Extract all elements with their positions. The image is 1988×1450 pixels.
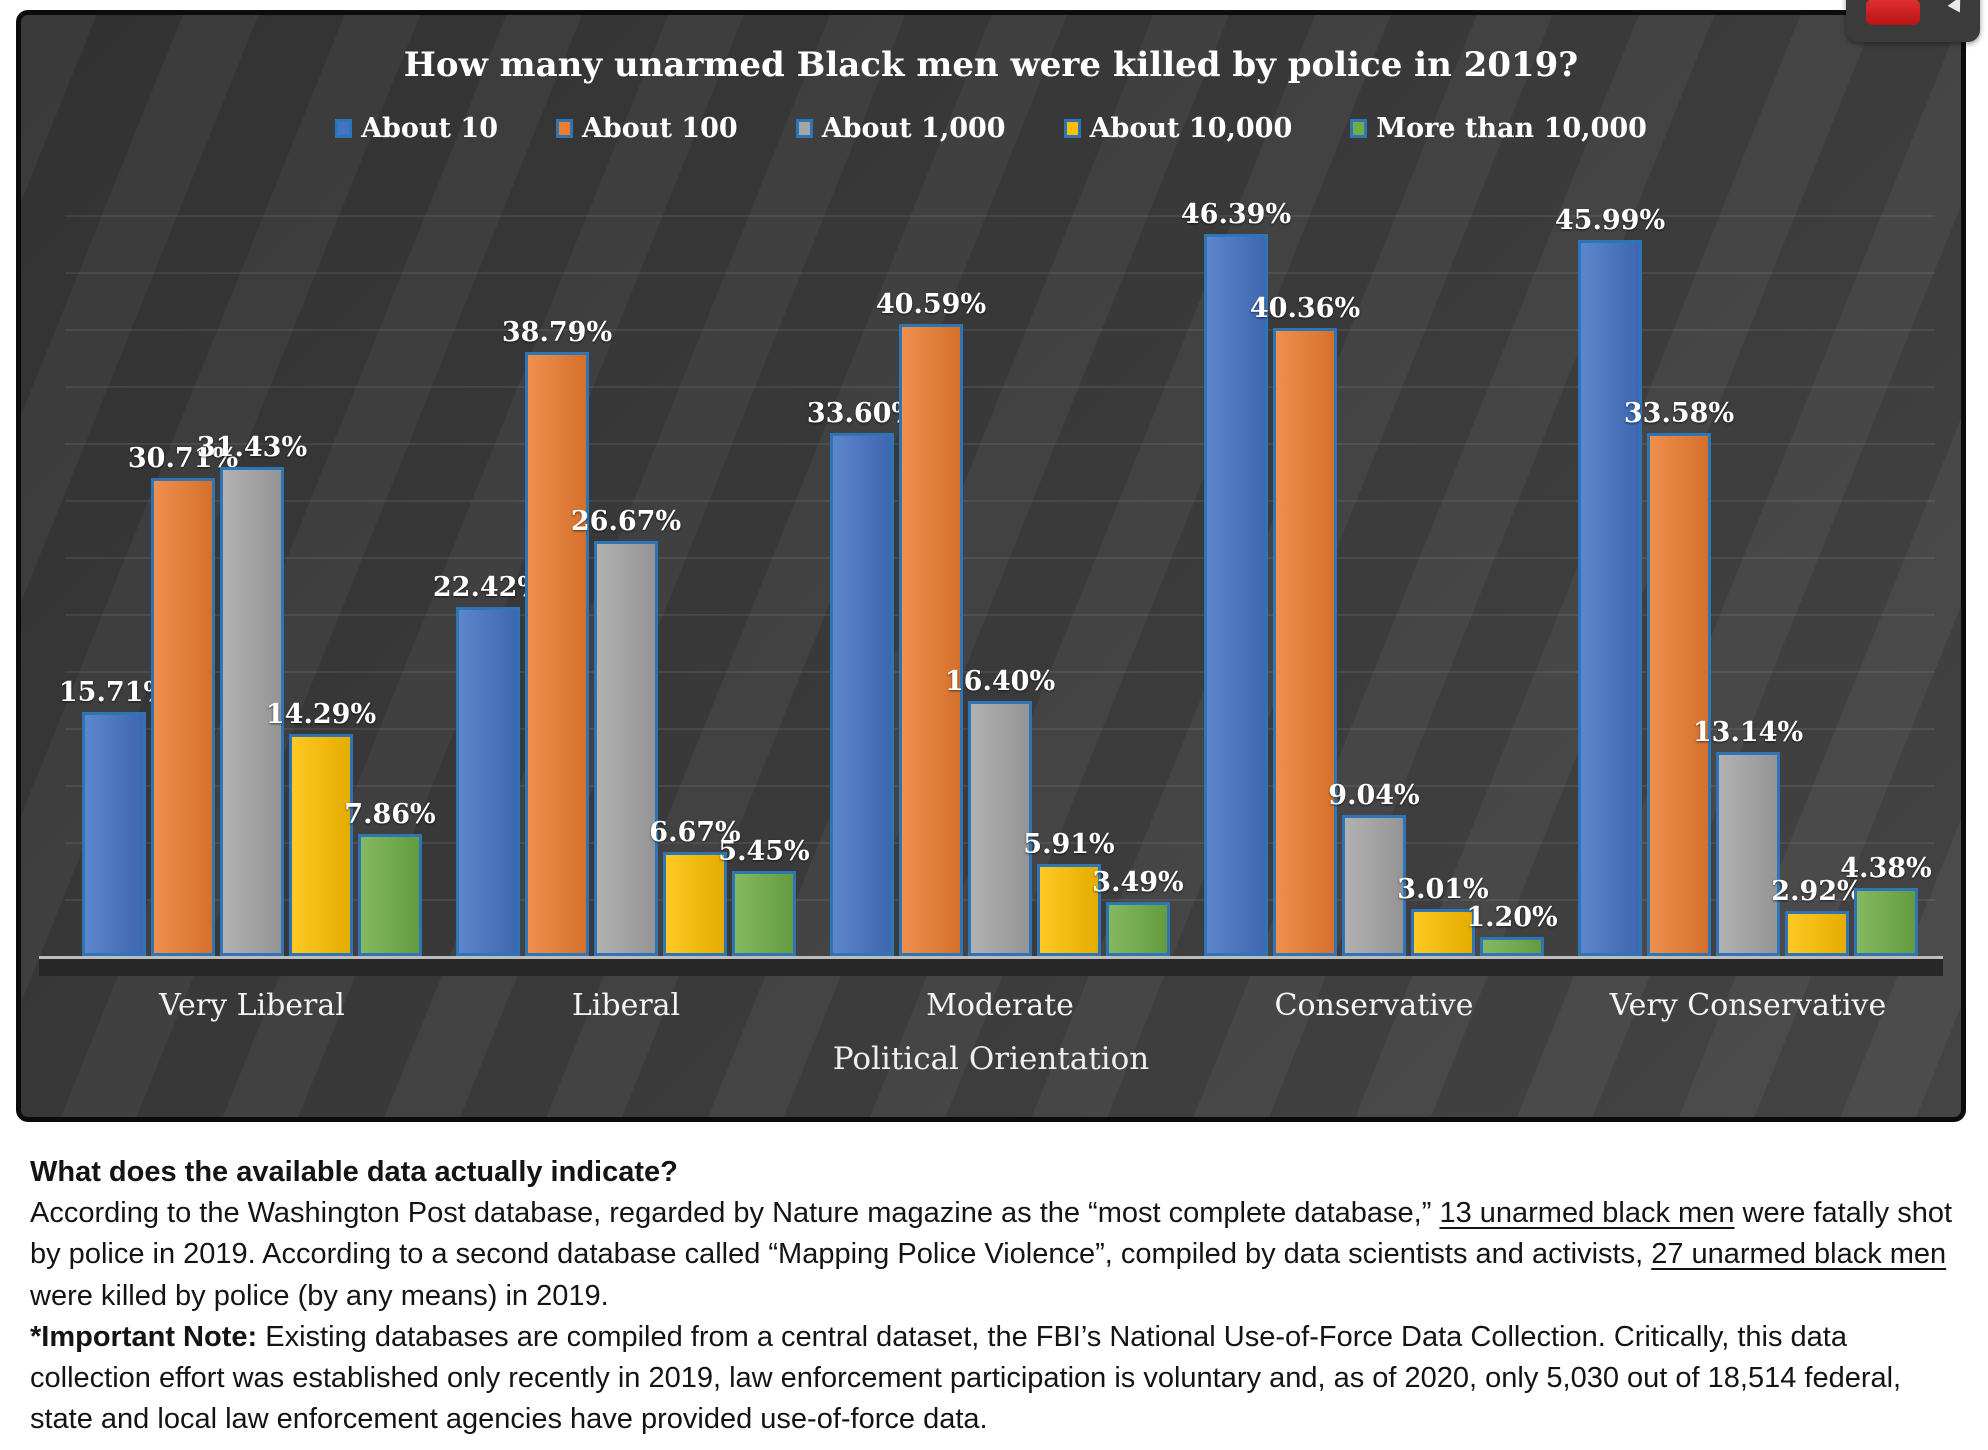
bar-value-label: 14.29% [265, 699, 377, 730]
bar-value-label: 33.60% [806, 398, 918, 429]
bar-value-label: 15.71% [58, 677, 170, 708]
bar: 26.67% [571, 506, 681, 956]
bar: 4.38% [1840, 853, 1932, 956]
text-segment-underline: 27 unarmed black men [1651, 1238, 1947, 1271]
chart-legend: About 10 About 100 About 1,000 About 10,000… [21, 113, 1961, 144]
legend-swatch-icon [1063, 119, 1081, 138]
bar-group-4: 45.99% 33.58% 13.14% 2.92% 4.38% [1555, 178, 1932, 956]
article-paragraphs: According to the Washington Post databas… [30, 1193, 1960, 1440]
category-label-3: Conservative [1274, 988, 1474, 1023]
bar: 15.71% [59, 677, 169, 956]
text-segment-normal: Existing databases are compiled from a c… [30, 1320, 1902, 1436]
bar-value-label: 40.59% [875, 289, 987, 320]
text-segment-bold: *Important Note: [30, 1320, 258, 1353]
bar: 9.04% [1328, 780, 1420, 956]
bar-value-label: 5.91% [1023, 829, 1115, 860]
bar: 31.43% [197, 432, 307, 956]
bar-value-label: 45.99% [1554, 205, 1666, 236]
bar: 33.58% [1624, 398, 1734, 956]
legend-swatch-icon [1350, 119, 1368, 138]
legend-item-3: About 10,000 [1063, 113, 1293, 144]
bar-chart: How many unarmed Black men were killed b… [16, 10, 1966, 1122]
text-segment-normal: According to the Washington Post databas… [30, 1197, 1440, 1230]
bar: 13.14% [1693, 717, 1803, 956]
legend-swatch-icon [555, 119, 573, 138]
bar: 30.71% [128, 443, 238, 956]
category-label-4: Very Conservative [1609, 988, 1887, 1023]
article-text: What does the available data actually in… [30, 1152, 1960, 1440]
legend-swatch-icon [795, 119, 813, 138]
cursor-icon [1947, 0, 1967, 13]
bar-value-label: 13.14% [1692, 717, 1804, 748]
bar: 38.79% [502, 317, 612, 956]
legend-label: About 10 [361, 113, 498, 144]
category-label-2: Moderate [926, 988, 1074, 1023]
bar-value-label: 40.36% [1249, 293, 1361, 324]
plot-area: 15.71% 30.71% 31.43% 14.29% 7.86% 22.42% 38.79… [59, 178, 1935, 956]
category-labels: Very Liberal Liberal Moderate Conservative V… [65, 988, 1935, 1023]
bar: 40.36% [1250, 293, 1360, 956]
legend-item-1: About 100 [555, 113, 738, 144]
bar: 16.40% [945, 666, 1055, 956]
bar-value-label: 31.43% [196, 432, 308, 463]
youtube-button[interactable] [1866, 0, 1920, 25]
bar-value-label: 9.04% [1328, 780, 1420, 811]
bar: 5.91% [1023, 829, 1115, 956]
x-axis-line [39, 956, 1943, 976]
text-segment-underline: 13 unarmed black men [1439, 1197, 1735, 1230]
category-label-0: Very Liberal [159, 988, 345, 1023]
bar-value-label: 33.58% [1623, 398, 1735, 429]
bar: 14.29% [266, 699, 376, 956]
article-paragraph-1: *Important Note: Existing databases are … [30, 1317, 1960, 1441]
bar-value-label: 30.71% [127, 443, 239, 474]
bar-value-label: 4.38% [1840, 853, 1932, 884]
bar: 3.49% [1092, 867, 1184, 956]
x-axis-title: Political Orientation [832, 1041, 1150, 1077]
bar-value-label: 2.92% [1771, 876, 1863, 907]
bar-value-label: 16.40% [944, 666, 1056, 697]
bar: 7.86% [344, 799, 436, 956]
legend-label: About 10,000 [1089, 113, 1293, 144]
bar: 40.59% [876, 289, 986, 956]
bar-group-3: 46.39% 40.36% 9.04% 3.01% 1.20% [1181, 178, 1558, 956]
bar: 2.92% [1771, 876, 1863, 956]
chart-title: How many unarmed Black men were killed b… [403, 45, 1579, 85]
bar-value-label: 7.86% [344, 799, 436, 830]
bar-group-2: 33.60% 40.59% 16.40% 5.91% 3.49% [807, 178, 1184, 956]
legend-label: More than 10,000 [1376, 113, 1647, 144]
bar: 22.42% [433, 572, 543, 956]
bar: 1.20% [1466, 902, 1558, 956]
legend-item-4: More than 10,000 [1350, 113, 1647, 144]
bar-group-0: 15.71% 30.71% 31.43% 14.29% 7.86% [59, 178, 436, 956]
category-label-1: Liberal [571, 988, 681, 1023]
bar-value-label: 3.49% [1092, 867, 1184, 898]
article-paragraph-0: According to the Washington Post databas… [30, 1193, 1960, 1317]
bar-group-1: 22.42% 38.79% 26.67% 6.67% 5.45% [433, 178, 810, 956]
text-segment-normal: were fatally shot by police in 2019. Acc… [30, 1197, 1953, 1271]
bar: 3.01% [1397, 874, 1489, 956]
bar: 45.99% [1555, 205, 1665, 956]
legend-item-0: About 10 [335, 113, 498, 144]
bar-value-label: 3.01% [1397, 874, 1489, 905]
bar-value-label: 38.79% [501, 317, 613, 348]
bar: 6.67% [649, 817, 741, 956]
bar-value-label: 26.67% [570, 506, 682, 537]
bar: 33.60% [807, 398, 917, 956]
text-segment-normal: were killed by police (by any means) in … [30, 1279, 609, 1312]
bar-value-label: 22.42% [432, 572, 544, 603]
bar-value-label: 1.20% [1466, 902, 1558, 933]
bar-value-label: 6.67% [649, 817, 741, 848]
video-player-overlay [1846, 0, 1980, 42]
bar: 5.45% [718, 836, 810, 956]
legend-item-2: About 1,000 [795, 113, 1006, 144]
bar-groups: 15.71% 30.71% 31.43% 14.29% 7.86% 22.42% 38.79… [59, 178, 1935, 956]
bar: 46.39% [1181, 199, 1291, 956]
legend-swatch-icon [335, 119, 353, 138]
legend-label: About 100 [581, 113, 738, 144]
legend-label: About 1,000 [821, 113, 1006, 144]
article-heading: What does the available data actually in… [30, 1156, 678, 1188]
bar-value-label: 46.39% [1180, 199, 1292, 230]
bar-value-label: 5.45% [718, 836, 810, 867]
